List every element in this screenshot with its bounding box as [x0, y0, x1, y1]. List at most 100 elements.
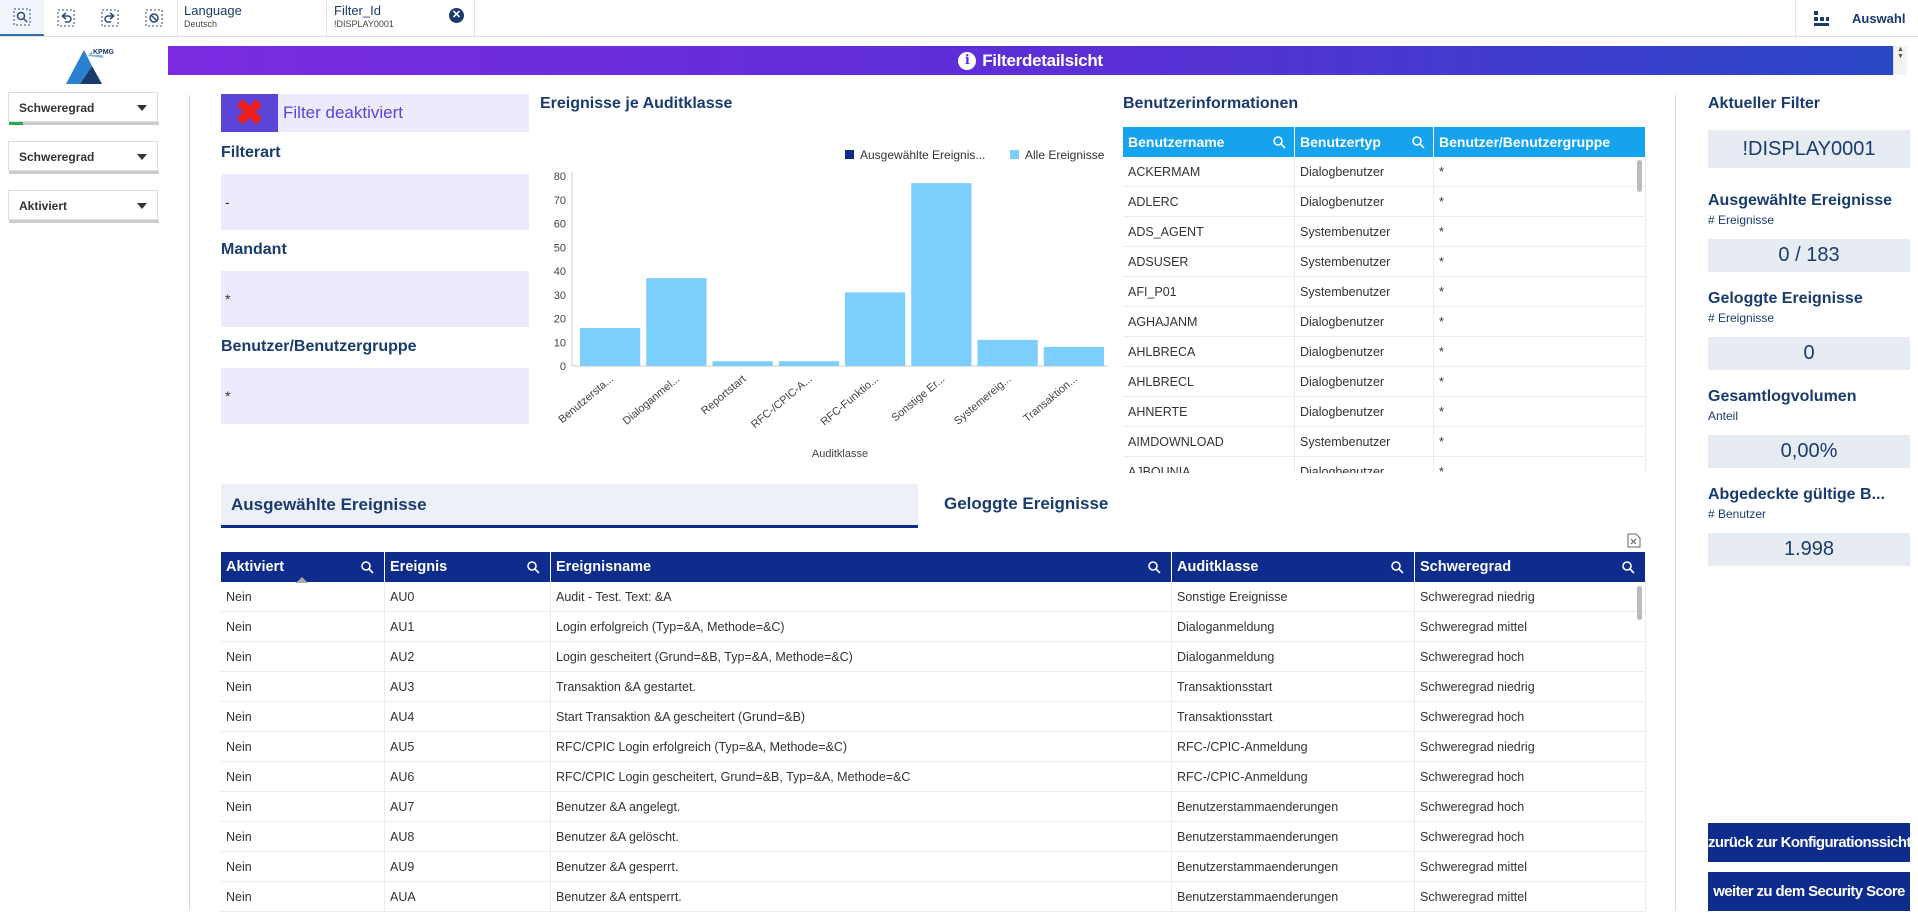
bar-all-events[interactable] — [1043, 347, 1104, 366]
event-table-cell[interactable]: AU9 — [385, 852, 551, 882]
search-icon[interactable] — [1390, 560, 1404, 574]
event-table-cell[interactable]: Benutzer &A gesperrt. — [551, 852, 1172, 882]
event-table-cell[interactable]: Schweregrad hoch — [1415, 642, 1646, 672]
event-table-cell[interactable]: Nein — [221, 612, 385, 642]
event-col-header[interactable]: Ereignisname — [551, 552, 1172, 582]
event-table-cell[interactable]: Nein — [221, 732, 385, 762]
event-table-cell[interactable]: Benutzer &A gelöscht. — [551, 822, 1172, 852]
user-table-cell[interactable]: * — [1434, 217, 1646, 247]
user-table-cell[interactable]: * — [1434, 457, 1646, 473]
event-col-header[interactable]: Schweregrad — [1415, 552, 1646, 582]
user-table-cell[interactable]: Systembenutzer — [1295, 247, 1434, 277]
user-table-cell[interactable]: ADSUSER — [1123, 247, 1295, 277]
event-table-cell[interactable]: Audit - Test. Text: &A — [551, 582, 1172, 612]
event-col-header[interactable]: Auditklasse — [1172, 552, 1415, 582]
event-table-cell[interactable]: Login gescheitert (Grund=&B, Typ=&A, Met… — [551, 642, 1172, 672]
event-table-cell[interactable]: Benutzerstammaenderungen — [1172, 852, 1415, 882]
redo-button[interactable] — [88, 0, 132, 36]
user-table-cell[interactable]: AHLBRECA — [1123, 337, 1295, 367]
search-icon[interactable] — [1411, 135, 1425, 149]
event-table-cell[interactable]: Nein — [221, 582, 385, 612]
event-table-cell[interactable]: Schweregrad niedrig — [1415, 732, 1646, 762]
user-table-cell[interactable]: Dialogbenutzer — [1295, 337, 1434, 367]
zoom-search-button[interactable] — [0, 0, 44, 36]
user-table-cell[interactable]: Systembenutzer — [1295, 277, 1434, 307]
event-table-cell[interactable]: Benutzerstammaenderungen — [1172, 822, 1415, 852]
user-table-cell[interactable]: AIMDOWNLOAD — [1123, 427, 1295, 457]
selection-tab-filter-id[interactable]: Filter_Id !DISPLAY0001 — [328, 0, 473, 36]
user-table-cell[interactable]: ADS_AGENT — [1123, 217, 1295, 247]
event-table-cell[interactable]: Schweregrad hoch — [1415, 792, 1646, 822]
event-table-cell[interactable]: RFC-/CPIC-Anmeldung — [1172, 732, 1415, 762]
user-table-cell[interactable]: * — [1434, 307, 1646, 337]
event-table-cell[interactable]: Schweregrad niedrig — [1415, 582, 1646, 612]
event-table-cell[interactable]: AU2 — [385, 642, 551, 672]
event-table-cell[interactable]: AU8 — [385, 822, 551, 852]
event-table-cell[interactable]: Nein — [221, 762, 385, 792]
export-excel-icon[interactable] — [1627, 533, 1641, 548]
user-table-cell[interactable]: ADLERC — [1123, 187, 1295, 217]
bar-all-events[interactable] — [778, 361, 839, 366]
user-table-cell[interactable]: * — [1434, 187, 1646, 217]
tab-selected-events[interactable]: Ausgewählte Ereignisse — [221, 484, 918, 528]
search-icon[interactable] — [360, 560, 374, 574]
event-table-cell[interactable]: Schweregrad niedrig — [1415, 672, 1646, 702]
event-table-cell[interactable]: Schweregrad hoch — [1415, 822, 1646, 852]
banner-scrollbar[interactable]: ▲ ▼ — [1893, 46, 1907, 75]
event-table-cell[interactable]: Sonstige Ereignisse — [1172, 582, 1415, 612]
user-table-cell[interactable]: AJBOUNIA — [1123, 457, 1295, 473]
event-table-cell[interactable]: Schweregrad mittel — [1415, 612, 1646, 642]
event-table-cell[interactable]: Benutzer &A entsperrt. — [551, 882, 1172, 912]
event-table-cell[interactable]: AU7 — [385, 792, 551, 822]
event-table-cell[interactable]: AUA — [385, 882, 551, 912]
user-col-header[interactable]: Benutzertyp — [1295, 127, 1434, 157]
user-table-cell[interactable]: Dialogbenutzer — [1295, 307, 1434, 337]
user-table-cell[interactable]: ACKERMAM — [1123, 157, 1295, 187]
event-table-cell[interactable]: RFC/CPIC Login erfolgreich (Typ=&A, Meth… — [551, 732, 1172, 762]
filter-dropdown-aktiviert[interactable]: Aktiviert — [8, 190, 159, 223]
event-table-cell[interactable]: Nein — [221, 642, 385, 672]
event-table-cell[interactable]: RFC/CPIC Login gescheitert, Grund=&B, Ty… — [551, 762, 1172, 792]
user-table-scrollbar[interactable] — [1637, 160, 1642, 192]
selections-grid-icon[interactable] — [1812, 9, 1830, 27]
user-table-cell[interactable]: Dialogbenutzer — [1295, 367, 1434, 397]
filter-dropdown-schweregrad-2[interactable]: Schweregrad — [8, 141, 159, 174]
user-table-cell[interactable]: * — [1434, 427, 1646, 457]
event-table-cell[interactable]: AU5 — [385, 732, 551, 762]
bar-all-events[interactable] — [977, 339, 1038, 366]
bar-all-events[interactable] — [580, 328, 641, 366]
filter-dropdown-schweregrad[interactable]: Schweregrad — [8, 92, 159, 125]
event-table-cell[interactable]: Nein — [221, 822, 385, 852]
event-col-header[interactable]: Ereignis — [385, 552, 551, 582]
events-table-scrollbar[interactable] — [1637, 586, 1642, 620]
user-table-cell[interactable]: Systembenutzer — [1295, 427, 1434, 457]
user-table-cell[interactable]: Dialogbenutzer — [1295, 157, 1434, 187]
user-col-header[interactable]: Benutzer/Benutzergruppe — [1434, 127, 1646, 157]
user-table-cell[interactable]: * — [1434, 337, 1646, 367]
event-table-cell[interactable]: Benutzer &A angelegt. — [551, 792, 1172, 822]
event-table-cell[interactable]: Start Transaktion &A gescheitert (Grund=… — [551, 702, 1172, 732]
undo-button[interactable] — [44, 0, 88, 36]
event-table-cell[interactable]: Nein — [221, 702, 385, 732]
user-table-cell[interactable]: * — [1434, 277, 1646, 307]
event-table-cell[interactable]: Login erfolgreich (Typ=&A, Methode=&C) — [551, 612, 1172, 642]
event-table-cell[interactable]: AU4 — [385, 702, 551, 732]
search-icon[interactable] — [526, 560, 540, 574]
user-col-header[interactable]: Benutzername — [1123, 127, 1295, 157]
user-table-cell[interactable]: * — [1434, 397, 1646, 427]
user-table-cell[interactable]: AHLBRECL — [1123, 367, 1295, 397]
user-table-cell[interactable]: Dialogbenutzer — [1295, 397, 1434, 427]
selection-tab-language[interactable]: Language Deutsch — [178, 0, 326, 36]
event-table-cell[interactable]: Benutzerstammaenderungen — [1172, 882, 1415, 912]
user-table-cell[interactable]: AGHAJANM — [1123, 307, 1295, 337]
selections-button[interactable]: Auswahl — [1852, 11, 1906, 26]
event-table-cell[interactable]: Dialoganmeldung — [1172, 642, 1415, 672]
event-table-cell[interactable]: Schweregrad mittel — [1415, 882, 1646, 912]
event-table-cell[interactable]: RFC-/CPIC-Anmeldung — [1172, 762, 1415, 792]
event-table-cell[interactable]: Transaktionsstart — [1172, 702, 1415, 732]
search-icon[interactable] — [1272, 135, 1286, 149]
bar-all-events[interactable] — [712, 361, 773, 366]
close-icon[interactable]: ✕ — [449, 8, 464, 23]
event-table-cell[interactable]: Nein — [221, 672, 385, 702]
user-table-cell[interactable]: * — [1434, 367, 1646, 397]
